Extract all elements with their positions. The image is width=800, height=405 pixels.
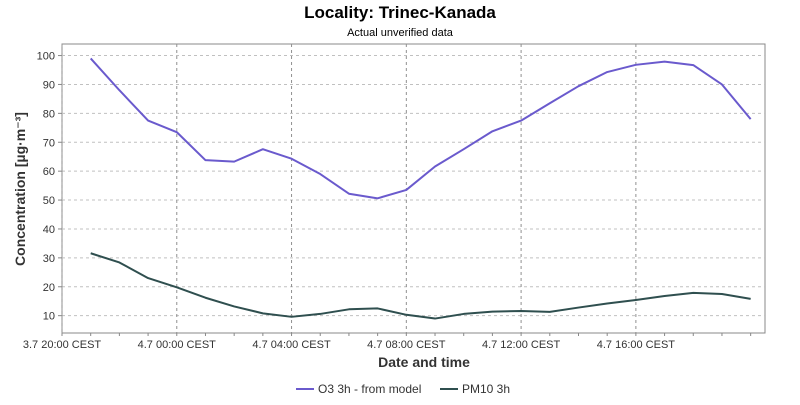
y-tick-label: 80 — [43, 108, 55, 120]
y-tick-label: 50 — [43, 195, 55, 207]
x-axis-label: Date and time — [378, 354, 470, 370]
plot-area — [61, 43, 766, 334]
x-tick-label: 4.7 00:00 CEST — [138, 339, 217, 351]
chart-title: Locality: Trinec-Kanada — [304, 3, 496, 22]
y-tick-label: 10 — [43, 311, 55, 323]
legend: O3 3h - from model PM10 3h — [296, 382, 510, 396]
y-tick-label: 30 — [43, 253, 55, 265]
x-tick-label: 3.7 20:00 CEST — [23, 339, 102, 351]
series-line-1 — [90, 252, 751, 320]
y-tick-label: 70 — [43, 137, 55, 149]
legend-label: PM10 3h — [462, 382, 510, 396]
series-line-0 — [89, 57, 752, 200]
chart-subtitle: Actual unverified data — [347, 27, 454, 39]
y-tick-label: 60 — [43, 166, 55, 178]
x-tick-label: 4.7 04:00 CEST — [252, 339, 331, 351]
series-layer — [89, 57, 752, 320]
axis-layer: 10 20 30 40 50 60 70 80 90 100 3.7 20:00 CEST 4.7 0… — [23, 51, 752, 351]
x-tick-label: 4.7 12:00 CEST — [482, 339, 561, 351]
grid-layer — [61, 44, 765, 333]
y-tick-label: 100 — [37, 51, 55, 63]
y-tick-label: 20 — [43, 282, 55, 294]
x-tick-label: 4.7 08:00 CEST — [367, 339, 446, 351]
y-axis-label: Concentration [µg·m⁻³] — [12, 112, 28, 266]
legend-label: O3 3h - from model — [318, 382, 421, 396]
y-tick-label: 90 — [43, 79, 55, 91]
x-tick-label: 4.7 16:00 CEST — [597, 339, 676, 351]
y-tick-label: 40 — [43, 224, 55, 236]
